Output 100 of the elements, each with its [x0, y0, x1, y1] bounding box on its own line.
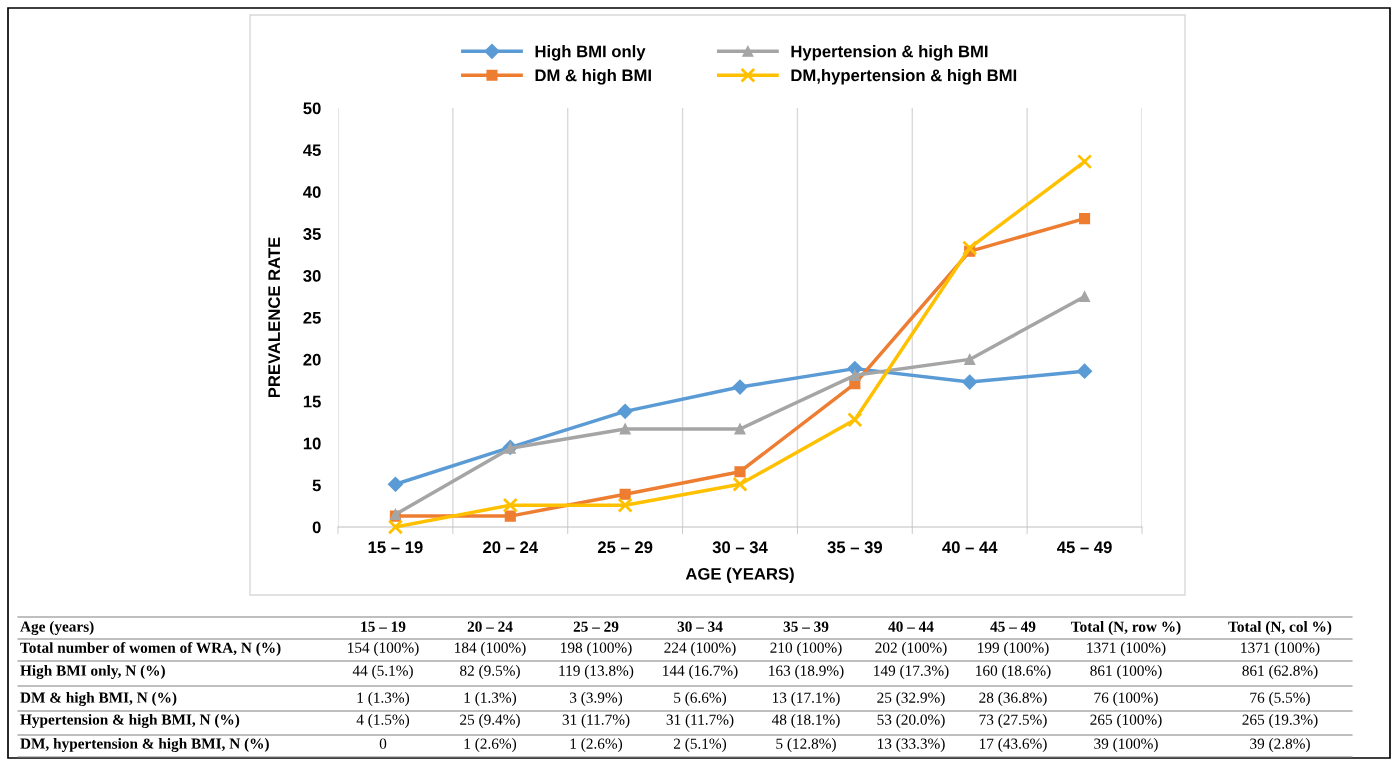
text: 861 (100%) — [1090, 665, 1162, 679]
point — [734, 466, 746, 478]
text: 199 (100%) — [978, 642, 1049, 656]
point — [387, 519, 404, 535]
text: 31 (11.7%) — [666, 714, 734, 728]
x-axis-title: AGE (YEARS) — [685, 567, 794, 584]
text: 15 – 19 — [361, 621, 406, 632]
text: 76 (100%) — [1094, 692, 1158, 706]
text: 39 (2.8%) — [1250, 738, 1310, 752]
legend-label: DM & high BMI — [535, 69, 651, 85]
point — [502, 497, 518, 513]
text: Age (years) — [20, 621, 94, 635]
text: 154 (100%) — [348, 642, 419, 656]
text: 198 (100%) — [561, 642, 632, 656]
text: 30 – 34 — [677, 621, 723, 632]
text: 1371 (100%) — [1087, 642, 1166, 656]
point — [617, 497, 633, 513]
x-tick-label: 20 – 24 — [483, 541, 538, 554]
y-tick-label: 0 — [312, 521, 321, 534]
point — [964, 353, 976, 365]
y-tick-label: 25 — [303, 311, 321, 324]
x-tick-label: 30 – 34 — [712, 541, 768, 554]
x-tick-label: 45 – 49 — [1057, 541, 1112, 554]
point — [732, 379, 748, 395]
text: 53 (20.0%) — [877, 714, 945, 728]
point — [619, 423, 631, 435]
point — [387, 476, 403, 492]
text: 25 – 29 — [573, 621, 619, 632]
x-tick-label: 25 – 29 — [597, 541, 653, 554]
point — [1079, 213, 1091, 225]
text: 149 (17.3%) — [874, 665, 949, 679]
point — [617, 403, 633, 419]
point — [847, 412, 863, 428]
text: 4 (1.5%) — [356, 714, 410, 728]
text: 44 (5.1%) — [352, 665, 413, 679]
text: DM, hypertension & high BMI, N (%) — [20, 738, 269, 752]
text: Total (N, row %) — [1071, 621, 1181, 635]
point — [619, 488, 631, 500]
text: 82 (9.5%) — [460, 665, 520, 679]
y-tick-label: 50 — [303, 102, 321, 115]
point — [1076, 153, 1093, 170]
y-tick-label: 35 — [303, 228, 321, 240]
text: 3 (3.9%) — [570, 692, 623, 706]
text: 31 (11.7%) — [562, 714, 630, 728]
y-tick-label: 20 — [303, 353, 321, 366]
point — [849, 369, 861, 381]
point — [1079, 290, 1091, 303]
text: 160 (18.6%) — [976, 665, 1051, 679]
point — [1077, 363, 1093, 379]
legend-label: DM,hypertension & high BMI — [791, 69, 1017, 85]
text: 48 (18.1%) — [771, 714, 840, 728]
text: 5 (6.6%) — [674, 692, 727, 706]
point — [504, 510, 516, 522]
text: 224 (100%) — [664, 642, 736, 656]
text: Hypertension & high BMI, N (%) — [20, 714, 240, 728]
text: 265 (19.3%) — [1242, 714, 1318, 728]
text: 210 (100%) — [770, 642, 842, 656]
text: 35 – 39 — [783, 621, 829, 632]
text: Total number of women of WRA, N (%) — [20, 641, 281, 657]
text: 144 (16.7%) — [663, 665, 738, 679]
text: 39 (100%) — [1094, 738, 1158, 752]
y-axis-title: PREVALENCE RATE — [268, 237, 281, 398]
text: 265 (100%) — [1090, 714, 1162, 728]
legend-label: Hypertension & high BMI — [791, 45, 988, 61]
point — [732, 476, 748, 492]
text: 20 – 24 — [467, 621, 513, 632]
text: 45 – 49 — [990, 621, 1036, 632]
text: 40 – 44 — [888, 621, 934, 632]
text: 184 (100%) — [455, 642, 526, 656]
text: 76 (5.5%) — [1250, 692, 1310, 706]
y-tick-label: 10 — [303, 437, 321, 450]
point — [734, 423, 746, 435]
text: 13 (33.3%) — [877, 738, 945, 752]
text: 119 (13.8%) — [559, 665, 634, 679]
text: 1371 (100%) — [1241, 642, 1320, 656]
y-tick-label: 45 — [303, 144, 321, 157]
point — [962, 374, 978, 390]
y-tick-label: 15 — [303, 395, 321, 408]
text: 2 (5.1%) — [673, 738, 727, 752]
text: High BMI only, N (%) — [20, 665, 165, 679]
y-tick-label: 30 — [303, 270, 321, 282]
x-tick-label: 40 – 44 — [942, 541, 998, 554]
text: 1 (1.3%) — [357, 692, 410, 706]
text: Total (N, col %) — [1228, 621, 1332, 635]
point — [962, 240, 978, 256]
text: 163 (18.9%) — [769, 665, 844, 679]
text: 1 (2.6%) — [570, 738, 623, 752]
legend-label: High BMI only — [535, 45, 646, 61]
x-tick-label: 15 – 19 — [368, 541, 423, 554]
text: DM & high BMI, N (%) — [20, 692, 177, 706]
text: 73 (27.5%) — [979, 714, 1047, 728]
text: 1 (2.6%) — [464, 738, 517, 752]
text: 13 (17.1%) — [772, 692, 840, 706]
y-tick-label: 5 — [312, 479, 321, 492]
y-tick-label: 40 — [303, 186, 321, 198]
text: 25 (32.9%) — [877, 692, 945, 706]
text: 17 (43.6%) — [979, 738, 1047, 752]
text: 202 (100%) — [875, 642, 947, 656]
text: 28 (36.8%) — [979, 692, 1047, 706]
text: 1 (1.3%) — [464, 692, 517, 706]
